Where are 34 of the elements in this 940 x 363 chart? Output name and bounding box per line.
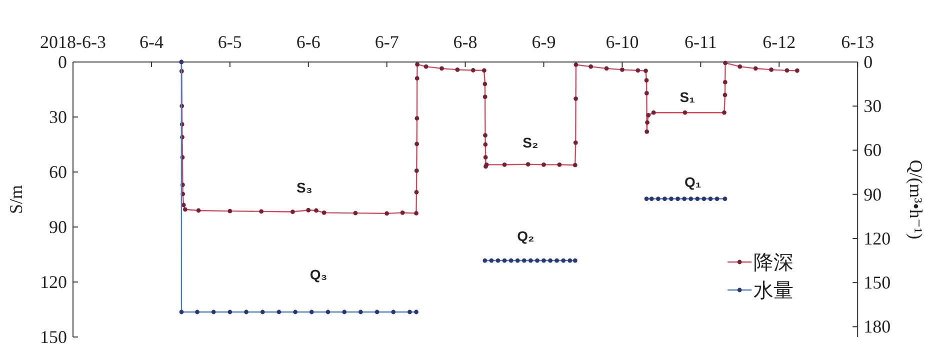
x-tick-label: 6-7	[374, 32, 399, 52]
annotation: Q₂	[517, 228, 534, 244]
y-tick-label: 60	[49, 162, 67, 182]
annotation: S₂	[522, 134, 538, 150]
x-tick-label: 2018-6-3	[40, 32, 106, 52]
y-tick-label: 150	[40, 327, 67, 347]
y-tick-label: 120	[40, 272, 67, 292]
x-tick-label: 6-10	[606, 32, 639, 52]
y2-tick-label: 90	[864, 184, 882, 204]
x-tick-label: 6-11	[684, 32, 717, 52]
y-axis-title: S/m	[6, 184, 26, 214]
y-tick-label: 90	[49, 217, 67, 237]
annotation: S₃	[296, 180, 312, 196]
x-tick-label: 6-4	[139, 32, 164, 52]
y-tick-label: 0	[58, 52, 67, 72]
y-tick-label: 30	[49, 107, 67, 127]
legend-label: 水量	[754, 280, 794, 302]
x-tick-label: 6-6	[296, 32, 320, 52]
x-tick-label: 6-9	[532, 32, 556, 52]
y2-axis-title: Q/(m³•h⁻¹)	[906, 160, 926, 240]
y2-tick-label: 60	[864, 140, 882, 160]
y2-tick-label: 0	[864, 52, 873, 72]
y2-tick-label: 150	[864, 272, 891, 293]
y2-tick-label: 120	[864, 228, 891, 248]
annotation: Q₃	[310, 266, 328, 282]
y2-tick-label: 180	[864, 316, 891, 337]
annotation: S₁	[680, 88, 696, 105]
y2-tick-label: 30	[864, 96, 882, 116]
legend-label: 降深	[754, 252, 794, 274]
x-tick-label: 6-8	[453, 32, 478, 52]
x-tick-label: 6-5	[218, 32, 242, 52]
x-tick-label: 6-12	[762, 32, 796, 52]
x-tick-label: 6-13	[841, 32, 874, 52]
annotation: Q₁	[684, 174, 702, 190]
